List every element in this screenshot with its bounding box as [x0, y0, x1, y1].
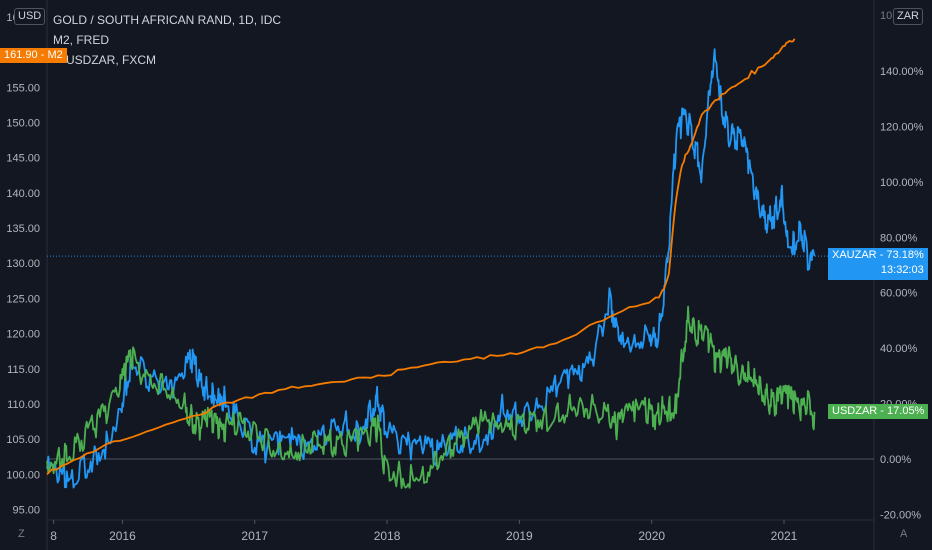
m2-price-label: M2: [47, 49, 63, 61]
usdzar-tag: USDZAR - 17.05%: [828, 404, 929, 419]
x-axis-tick-label: 2017: [241, 529, 268, 543]
left-axis-tick-label: 150.00: [6, 118, 40, 130]
right-unit-prefix: 10: [880, 10, 893, 22]
left-axis-tick-label: 145.00: [6, 153, 40, 165]
right-unit-label[interactable]: ZAR: [893, 8, 923, 25]
usdzar-tag-name: USDZAR: [832, 405, 878, 417]
x-axis-tick-label: 2016: [109, 529, 136, 543]
left-axis-tick-label: 110.00: [7, 399, 40, 411]
chart-legend: GOLD / SOUTH AFRICAN RAND, 1D, IDC M2, F…: [53, 10, 281, 70]
series-line-usdzar: [46, 305, 816, 489]
right-axis-tick-label: 60.00%: [880, 288, 918, 300]
m2-price-value: 161.90: [4, 49, 38, 61]
series-line-m2: [46, 38, 796, 475]
xauzar-tag-name: XAUZAR: [832, 249, 877, 261]
xauzar-tag: XAUZAR - 73.18% 13:32:03: [828, 248, 928, 280]
x-axis-tick-label: 2020: [638, 529, 665, 543]
left-axis-tick-label: 125.00: [6, 293, 40, 305]
legend-line-usdzar[interactable]: USDZAR, FXCM: [66, 53, 156, 67]
right-axis-tick-label: 80.00%: [880, 232, 918, 244]
legend-line-symbol[interactable]: GOLD / SOUTH AFRICAN RAND, 1D, IDC: [53, 13, 282, 27]
left-axis-tick-label: 135.00: [6, 223, 40, 235]
right-axis-tick-label: 100.00%: [880, 177, 924, 189]
x-axis-tick-label: 2021: [771, 529, 798, 543]
right-axis-tick-label: 140.00%: [880, 66, 924, 78]
series-line-xauzar: [46, 48, 816, 489]
left-axis-tick-label: 155.00: [6, 82, 40, 94]
x-axis-tick-label: 2018: [374, 529, 401, 543]
x-axis-tick-label: 8: [50, 529, 57, 543]
xauzar-tag-time: 13:32:03: [880, 264, 924, 276]
xauzar-tag-value: 73.18%: [886, 249, 924, 261]
left-axis-tick-label: 140.00: [6, 188, 40, 200]
auto-scale-toggle[interactable]: A: [900, 528, 908, 540]
left-axis-tick-label: 115.00: [7, 364, 40, 376]
right-axis-tick-label: -20.00%: [880, 509, 921, 521]
right-axis-tick-label: 0.00%: [880, 454, 911, 466]
legend-line-m2[interactable]: M2, FRED: [53, 33, 110, 47]
right-axis-tick-label: 120.00%: [880, 121, 924, 133]
left-axis-tick-label: 95.00: [12, 504, 40, 516]
right-axis-tick-label: 40.00%: [880, 343, 918, 355]
left-axis-tick-label: 130.00: [6, 258, 40, 270]
left-axis-tick-label: 105.00: [6, 434, 40, 446]
left-axis-tick-label: 120.00: [6, 329, 40, 341]
log-scale-toggle[interactable]: Z: [18, 528, 25, 540]
x-axis-tick-label: 2019: [506, 529, 533, 543]
left-unit-label[interactable]: USD: [14, 8, 46, 25]
m2-price-tag: 161.90 - M2: [0, 48, 67, 63]
usdzar-tag-value: 17.05%: [887, 405, 925, 417]
left-axis-tick-label: 100.00: [6, 469, 40, 481]
